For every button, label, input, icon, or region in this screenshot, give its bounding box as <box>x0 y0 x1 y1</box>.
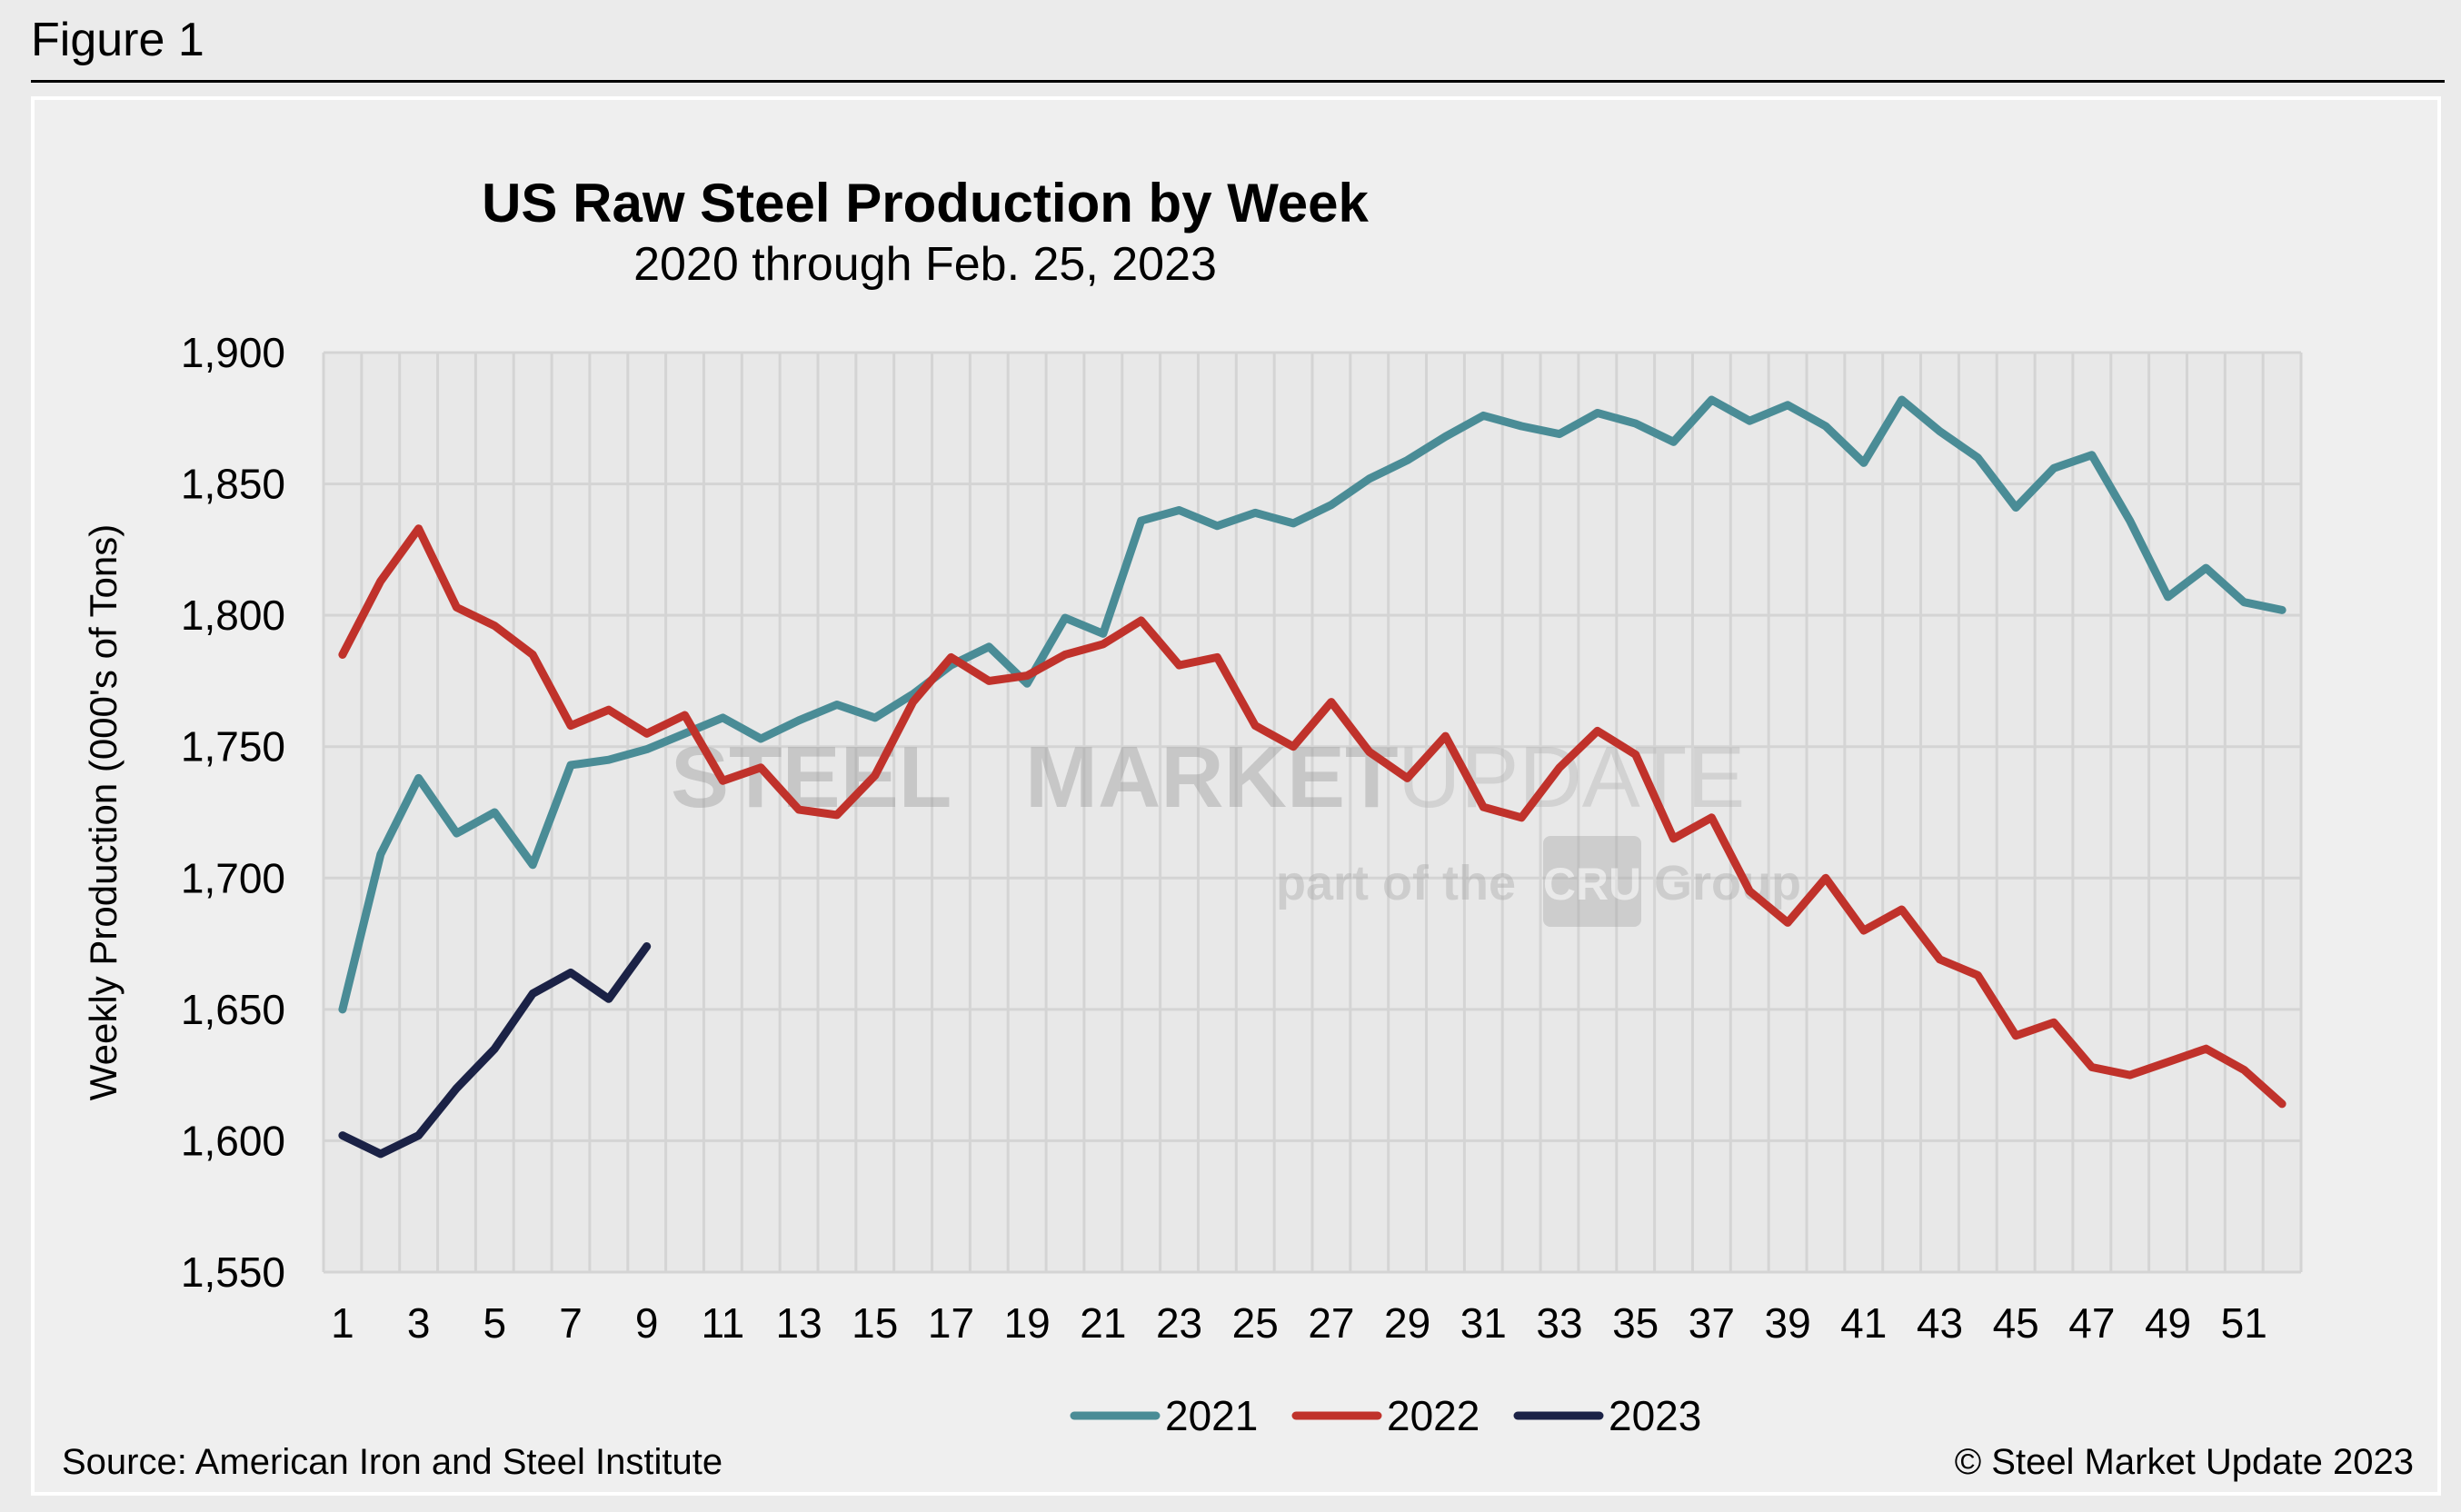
y-tick-label: 1,600 <box>181 1117 285 1164</box>
chart-svg: US Raw Steel Production by Week 2020 thr… <box>62 173 2414 1482</box>
x-tick-label: 7 <box>559 1299 583 1347</box>
x-tick-label: 5 <box>483 1299 507 1347</box>
y-tick-label: 1,800 <box>181 592 285 639</box>
watermark-part-of-the: part of the <box>1276 856 1516 910</box>
chart-title: US Raw Steel Production by Week <box>482 173 1369 234</box>
y-tick-label: 1,700 <box>181 854 285 901</box>
x-tick-label: 25 <box>1232 1299 1279 1347</box>
y-tick-label: 1,850 <box>181 461 285 508</box>
x-tick-label: 11 <box>702 1299 745 1347</box>
x-tick-label: 17 <box>928 1299 974 1347</box>
y-tick-label: 1,650 <box>181 986 285 1033</box>
x-tick-label: 31 <box>1460 1299 1507 1347</box>
figure-divider <box>31 80 2445 83</box>
copyright-note: © Steel Market Update 2023 <box>1955 1442 2414 1482</box>
x-tick-label: 33 <box>1536 1299 1582 1347</box>
x-axis-ticks: 1 3 5 7 9 11 13 15 17 19 21 23 25 27 29 31 33 35 37 39 41 43 4… <box>331 1299 2267 1347</box>
y-tick-label: 1,550 <box>181 1248 285 1296</box>
chart-panel: US Raw Steel Production by Week 2020 thr… <box>31 96 2441 1496</box>
x-tick-label: 45 <box>1993 1299 2039 1347</box>
x-tick-label: 9 <box>635 1299 659 1347</box>
x-tick-label: 3 <box>407 1299 431 1347</box>
watermark-cru-box <box>1543 836 1641 927</box>
y-tick-label: 1,900 <box>181 329 285 376</box>
series-lines <box>338 395 2287 1159</box>
x-tick-label: 27 <box>1308 1299 1354 1347</box>
series-line-2023 <box>338 942 652 1159</box>
x-tick-label: 1 <box>331 1299 354 1347</box>
chart-subtitle: 2020 through Feb. 25, 2023 <box>633 238 1217 291</box>
series-line-2021 <box>338 395 2287 1014</box>
x-tick-label: 23 <box>1156 1299 1202 1347</box>
y-axis-ticks: 1,550 1,600 1,650 1,700 1,750 1,800 1,850 1,900 <box>181 329 285 1296</box>
x-tick-label: 29 <box>1384 1299 1430 1347</box>
watermark-market: MARKET <box>1025 729 1399 826</box>
x-tick-label: 39 <box>1764 1299 1810 1347</box>
x-tick-label: 47 <box>2068 1299 2115 1347</box>
y-axis-label: Weekly Production (000's of Tons) <box>82 524 125 1100</box>
x-tick-label: 19 <box>1004 1299 1051 1347</box>
watermark-cru: CRU <box>1543 859 1641 910</box>
x-tick-label: 41 <box>1840 1299 1887 1347</box>
x-tick-label: 37 <box>1689 1299 1735 1347</box>
watermark-update: UPDATE <box>1398 729 1745 826</box>
legend-label-2021: 2021 <box>1165 1392 1258 1439</box>
x-tick-label: 35 <box>1612 1299 1659 1347</box>
legend-label-2022: 2022 <box>1387 1392 1480 1439</box>
watermark-group: Group <box>1654 856 1801 910</box>
watermark: STEEL MARKET UPDATE part of the CRU Grou… <box>671 562 1801 927</box>
x-tick-label: 15 <box>852 1299 898 1347</box>
legend: 2021 2022 2023 <box>1070 1392 1701 1439</box>
vertical-gridlines <box>322 353 2303 1272</box>
source-note: Source: American Iron and Steel Institut… <box>62 1442 722 1482</box>
x-tick-label: 43 <box>1917 1299 1963 1347</box>
x-tick-label: 13 <box>775 1299 822 1347</box>
series-line-2022 <box>338 524 2287 1109</box>
y-tick-label: 1,750 <box>181 723 285 771</box>
figure-label: Figure 1 <box>31 14 204 66</box>
x-tick-label: 21 <box>1080 1299 1126 1347</box>
legend-label-2023: 2023 <box>1609 1392 1701 1439</box>
x-tick-label: 49 <box>2145 1299 2191 1347</box>
x-tick-label: 51 <box>2221 1299 2267 1347</box>
